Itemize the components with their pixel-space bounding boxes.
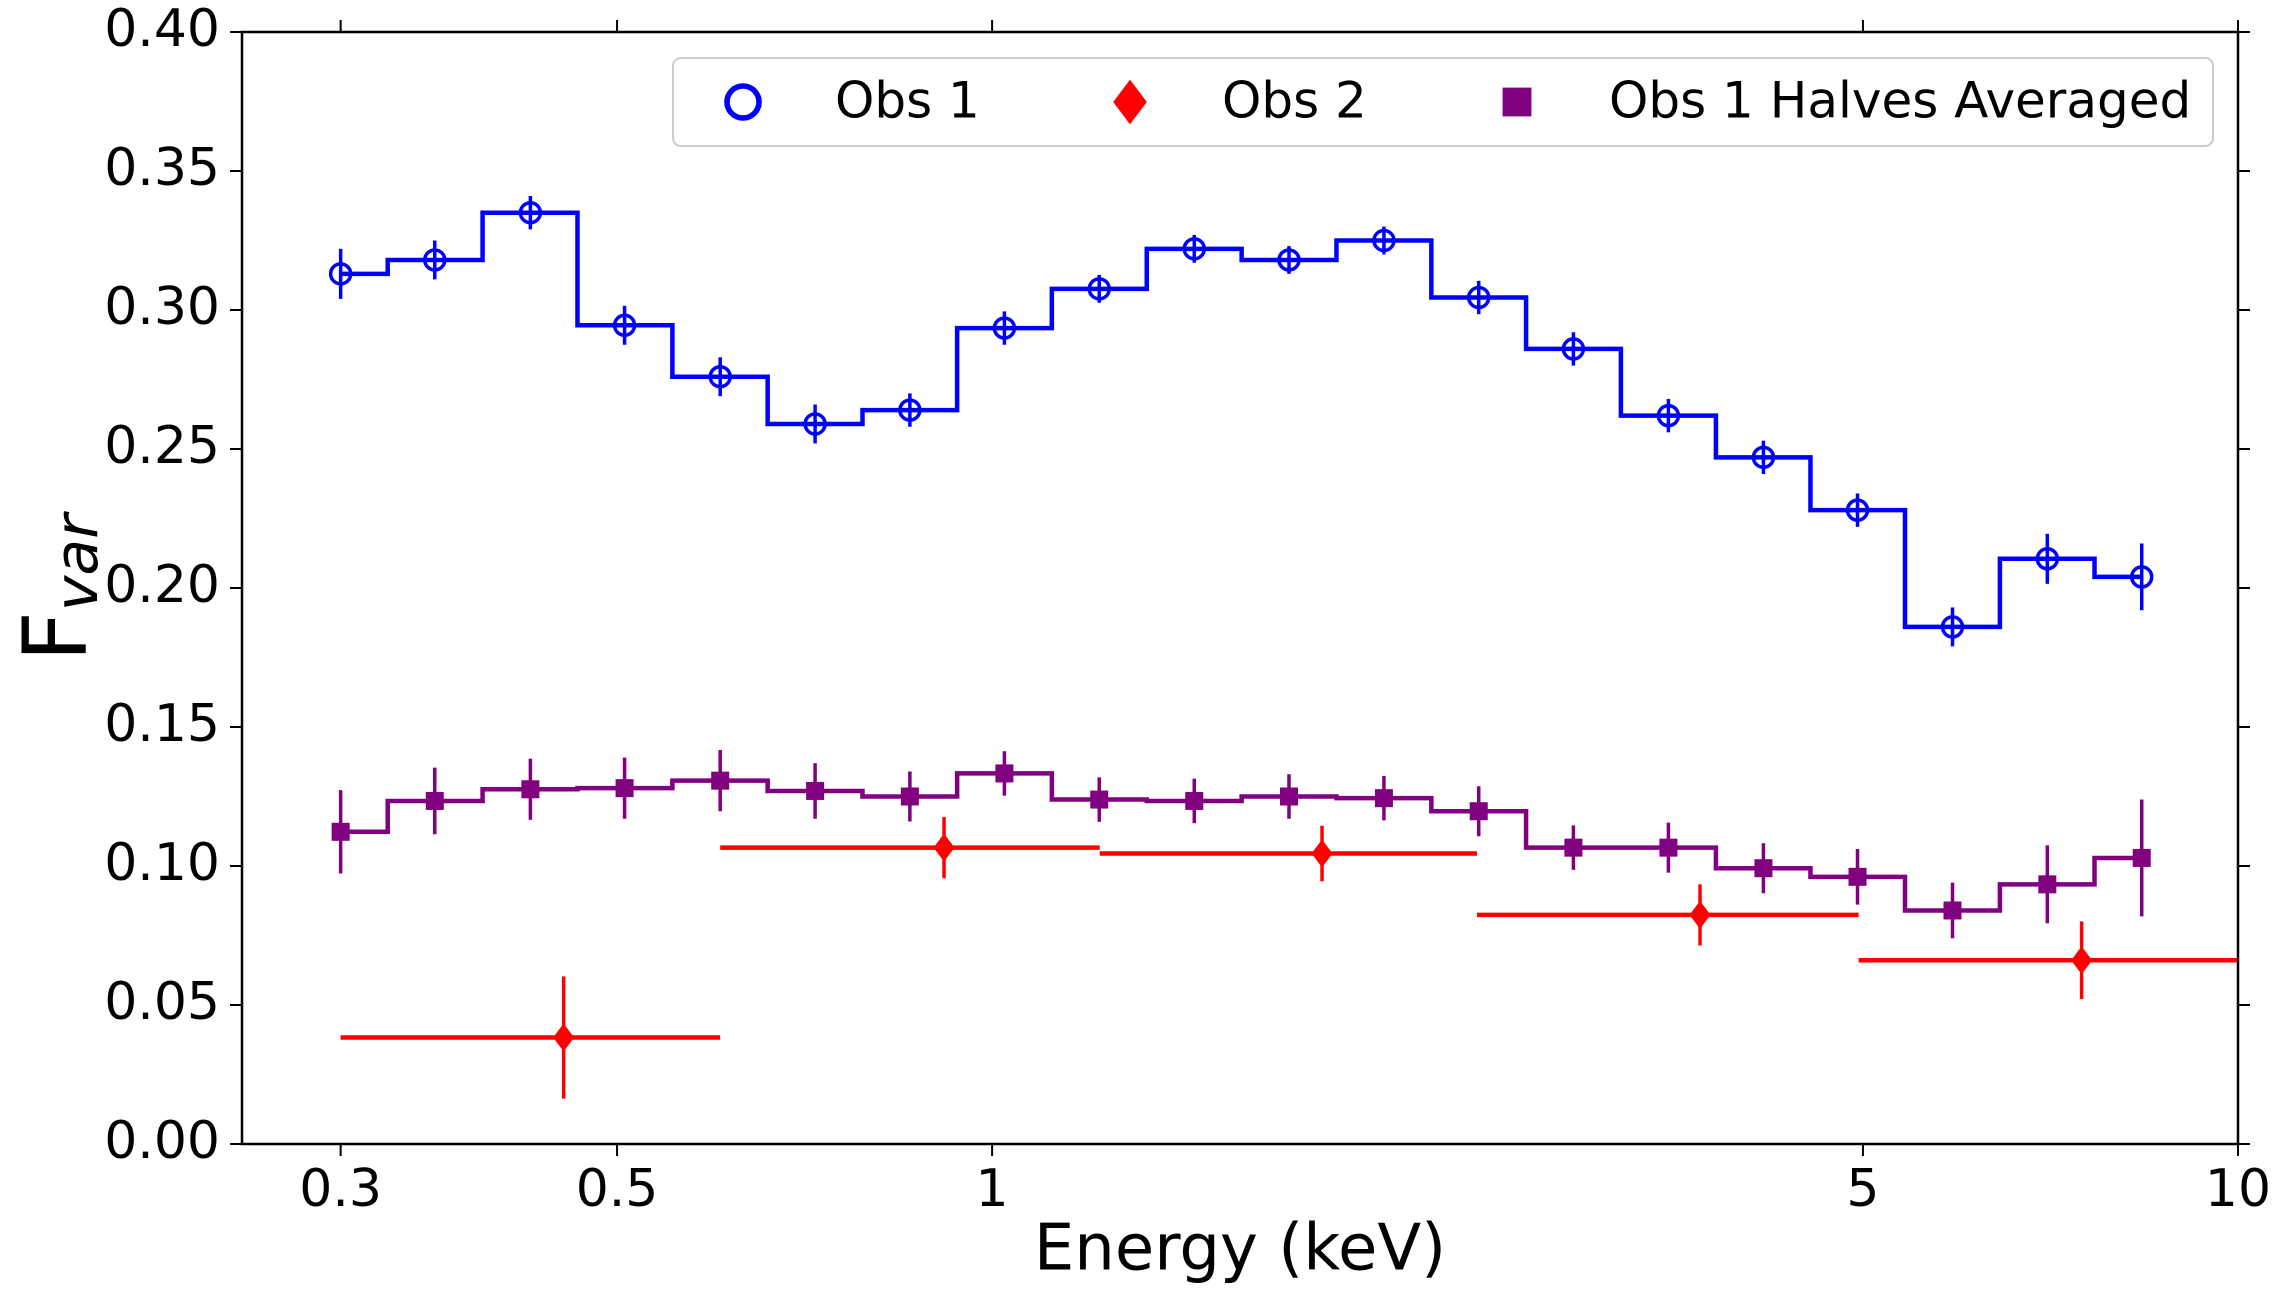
y-tick-label: 0.05 bbox=[104, 972, 220, 1032]
y-tick-label: 0.25 bbox=[104, 416, 220, 476]
plot-frame bbox=[240, 30, 2240, 1146]
marker bbox=[708, 364, 732, 389]
marker bbox=[1751, 445, 1776, 470]
step-line bbox=[340, 771, 2142, 913]
marker bbox=[2035, 547, 2060, 571]
y-tick-label: 0.40 bbox=[104, 0, 220, 59]
marker bbox=[1279, 787, 1298, 806]
y-tick-label: 0.20 bbox=[104, 555, 220, 615]
marker bbox=[2071, 946, 2093, 975]
y-axis-label-main: F bbox=[4, 611, 107, 662]
marker bbox=[898, 398, 922, 422]
marker bbox=[1561, 337, 1586, 361]
y-tick-label: 0.30 bbox=[104, 277, 220, 337]
y-tick-label: 0.15 bbox=[104, 694, 220, 754]
legend-label: Obs 2 bbox=[1222, 72, 1367, 130]
marker bbox=[995, 764, 1014, 783]
legend-marker bbox=[1502, 87, 1532, 117]
marker bbox=[423, 248, 447, 272]
marker bbox=[806, 781, 825, 800]
marker bbox=[1943, 901, 1962, 920]
x-tick-label: 10 bbox=[2205, 1159, 2271, 1219]
marker bbox=[2132, 848, 2151, 867]
marker bbox=[2038, 875, 2057, 894]
marker bbox=[803, 412, 827, 436]
marker bbox=[518, 200, 543, 225]
marker bbox=[1656, 403, 1681, 428]
legend-box bbox=[672, 57, 2214, 147]
marker bbox=[1185, 791, 1204, 810]
marker bbox=[425, 791, 444, 810]
marker bbox=[1845, 498, 1870, 522]
marker bbox=[1374, 789, 1393, 808]
marker bbox=[1090, 790, 1109, 809]
marker bbox=[521, 780, 540, 799]
y-tick-label: 0.00 bbox=[104, 1111, 220, 1171]
y-tick-label: 0.35 bbox=[104, 138, 220, 198]
y-axis-label: Fvar bbox=[4, 511, 112, 662]
marker bbox=[1372, 228, 1396, 253]
marker bbox=[1689, 900, 1711, 929]
legend-label: Obs 1 bbox=[835, 72, 980, 130]
marker bbox=[328, 262, 353, 286]
legend-marker bbox=[724, 83, 762, 121]
marker bbox=[1659, 838, 1678, 857]
marker bbox=[331, 822, 350, 841]
x-axis-label: Energy (keV) bbox=[1034, 1212, 1446, 1286]
marker bbox=[1311, 839, 1333, 868]
y-axis-label-sub: var bbox=[42, 511, 112, 611]
marker bbox=[992, 316, 1017, 340]
legend-label: Obs 1 Halves Averaged bbox=[1609, 72, 2191, 130]
marker bbox=[1182, 237, 1207, 261]
x-tick-label: 0.5 bbox=[576, 1159, 659, 1219]
marker bbox=[553, 1023, 575, 1052]
marker bbox=[1940, 615, 1965, 639]
marker bbox=[1469, 802, 1488, 821]
marker bbox=[1848, 867, 1867, 886]
marker bbox=[1564, 838, 1583, 857]
marker bbox=[933, 833, 955, 862]
marker bbox=[900, 787, 919, 806]
x-tick-label: 1 bbox=[976, 1159, 1009, 1219]
x-tick-label: 5 bbox=[1846, 1159, 1879, 1219]
x-tick-label: 0.3 bbox=[299, 1159, 382, 1219]
marker bbox=[1754, 859, 1773, 878]
marker bbox=[1466, 285, 1491, 310]
marker bbox=[711, 771, 730, 790]
marker bbox=[2129, 565, 2154, 589]
marker bbox=[615, 779, 634, 798]
marker bbox=[1277, 248, 1301, 272]
marker bbox=[1087, 277, 1112, 301]
marker bbox=[612, 313, 637, 338]
legend-marker bbox=[1113, 79, 1147, 125]
y-tick-label: 0.10 bbox=[104, 833, 220, 893]
